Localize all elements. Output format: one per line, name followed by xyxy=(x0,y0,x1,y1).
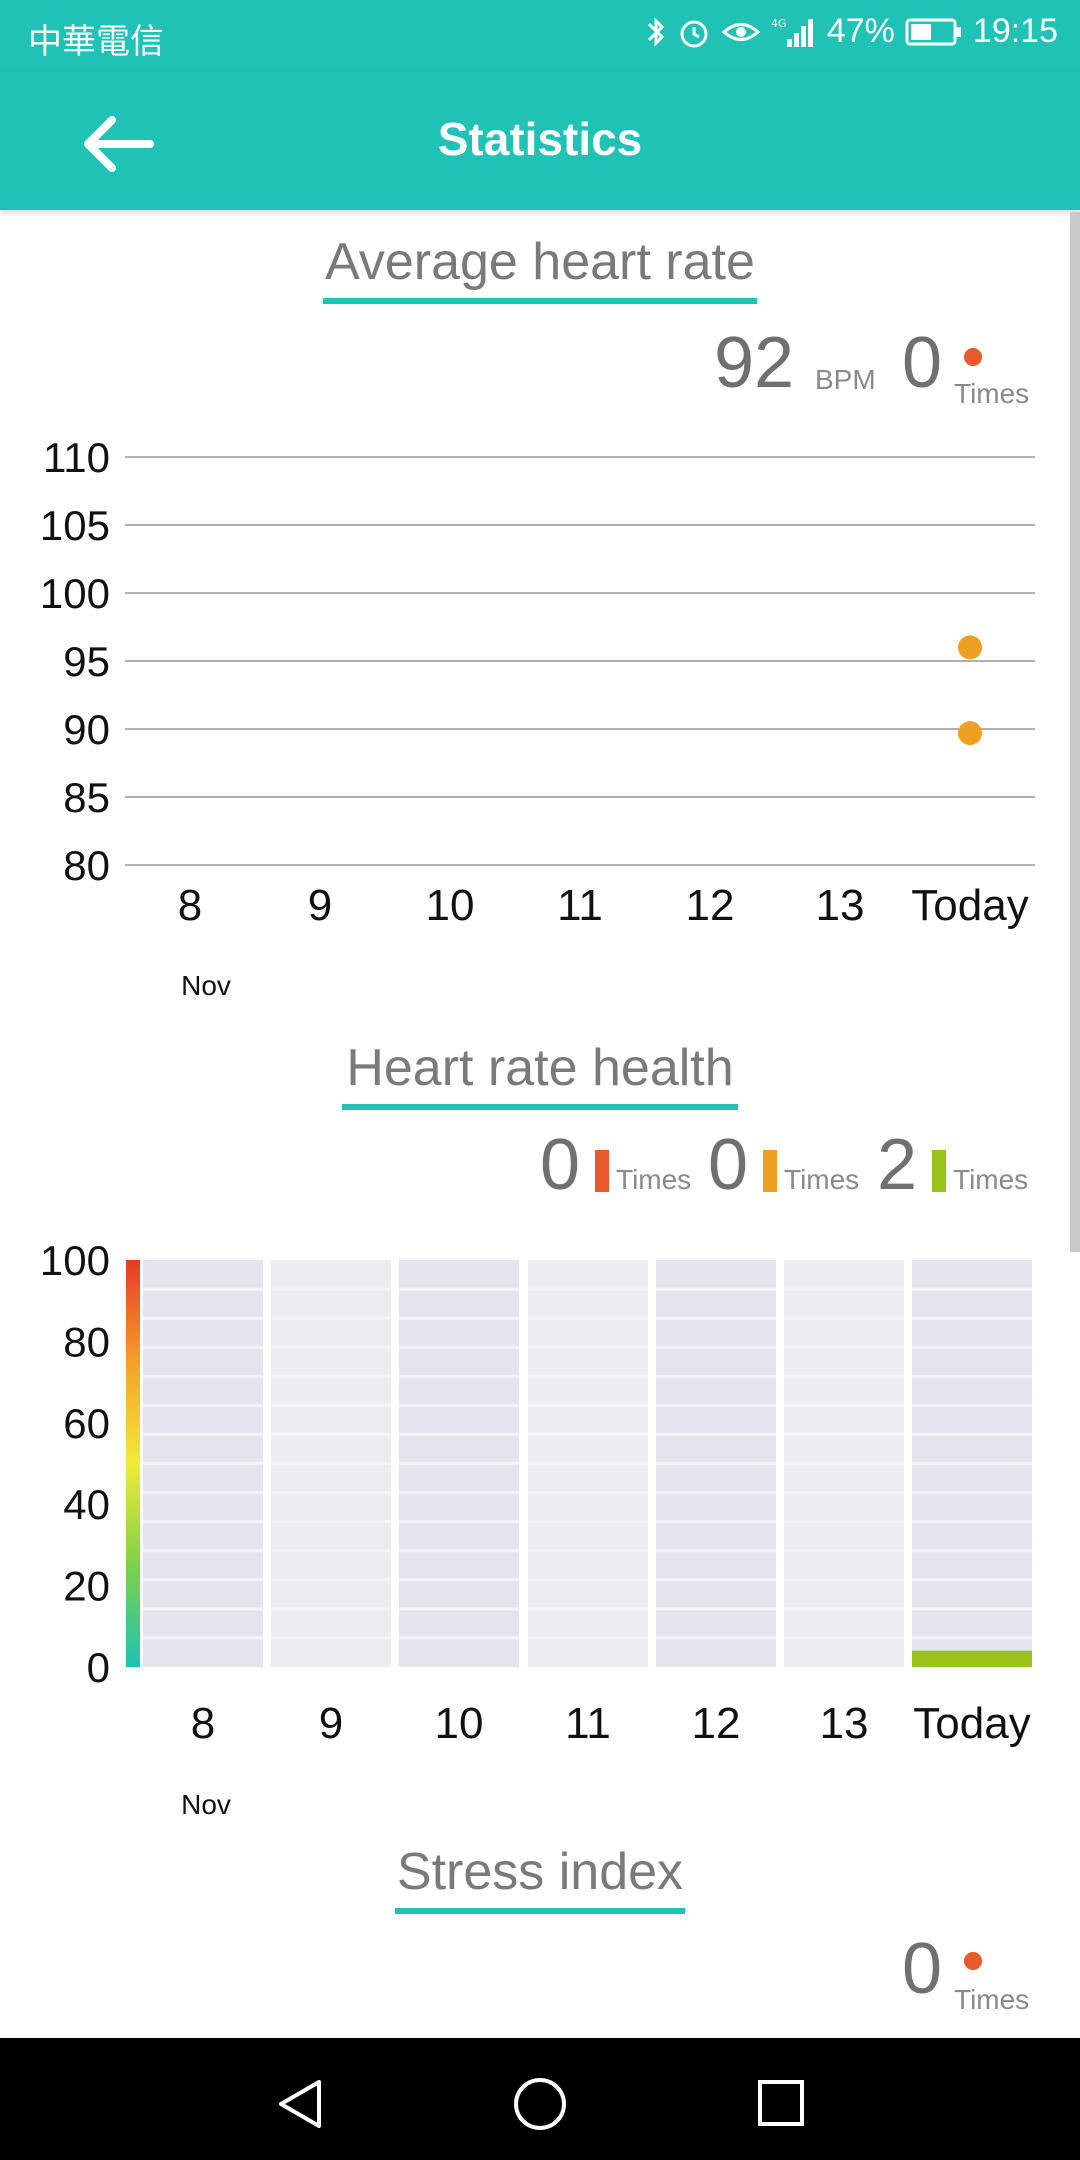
health-count-label: Times xyxy=(784,1164,860,1195)
average-bpm-value: 92 xyxy=(714,323,795,403)
y-tick-label: 90 xyxy=(63,706,110,753)
x-tick-label: 12 xyxy=(692,1699,741,1748)
section-title-average-heart-rate: Average heart rate xyxy=(0,232,1080,304)
section-title-stress-index: Stress index xyxy=(0,1842,1080,1914)
y-tick-label: 80 xyxy=(63,1318,110,1365)
alarm-icon xyxy=(677,15,711,49)
abnormal-times-value: 0 xyxy=(902,323,943,403)
y-tick-label: 95 xyxy=(63,638,110,685)
x-tick-label: 10 xyxy=(435,1699,484,1748)
bluetooth-icon xyxy=(645,15,667,49)
home-circle-icon[interactable] xyxy=(512,2076,568,2132)
x-tick-label: 13 xyxy=(820,1699,869,1748)
health-count-label: Times xyxy=(953,1164,1029,1195)
health-count-color-bar xyxy=(595,1150,609,1192)
y-tick-label: 100 xyxy=(40,570,110,617)
bar xyxy=(912,1650,1032,1667)
abnormal-dot xyxy=(964,348,982,366)
heart-rate-health-title: Heart rate health xyxy=(346,1039,734,1097)
color-scale-bar xyxy=(126,1260,140,1667)
carrier-name: 中華電信 xyxy=(28,22,164,62)
x-tick-label: 10 xyxy=(426,881,475,930)
battery-percent: 47% xyxy=(826,12,895,50)
x-tick-label: 9 xyxy=(319,1699,343,1748)
status-icons: 4G 47% 19:15 xyxy=(645,12,1058,51)
stress-index-title: Stress index xyxy=(396,1843,684,1901)
x-tick-label: Today xyxy=(913,1699,1030,1748)
health-count-color-bar xyxy=(932,1150,946,1192)
heart-rate-health-chart: 100 80 60 40 20 0 8 9 10 11 12 13 Today Nov xyxy=(40,1237,1032,1820)
x-tick-label: 8 xyxy=(191,1699,215,1748)
x-tick-label: Today xyxy=(911,881,1028,930)
app-bar: Statistics xyxy=(0,72,1080,210)
y-tick-label: 60 xyxy=(63,1400,110,1447)
health-count-color-bar xyxy=(763,1150,777,1192)
y-tick-label: 100 xyxy=(40,1237,110,1284)
svg-text:4G: 4G xyxy=(771,17,787,30)
signal-4g-icon: 4G xyxy=(771,15,817,49)
arrow-left-icon xyxy=(84,116,154,172)
status-bar: 中華電信 4G 47% 19:15 xyxy=(0,0,1080,72)
battery-icon xyxy=(905,17,963,47)
stress-times-value: 0 xyxy=(902,1929,943,2009)
y-tick-label: 105 xyxy=(40,502,110,549)
back-triangle-icon[interactable] xyxy=(275,2078,327,2130)
section-title-heart-rate-health: Heart rate health xyxy=(0,1038,1080,1110)
back-button[interactable] xyxy=(80,112,160,176)
average-heart-rate-chart: 110 105 100 95 90 85 80 8 9 10 11 12 13 Today Nov xyxy=(40,434,1035,1001)
page-title: Statistics xyxy=(437,113,643,165)
y-tick-label: 80 xyxy=(63,842,110,889)
y-tick-label: 40 xyxy=(63,1481,110,1528)
times-label: Times xyxy=(954,378,1030,409)
x-tick-label: 8 xyxy=(178,881,202,930)
x-tick-label: 13 xyxy=(816,881,865,930)
health-count-value: 2 xyxy=(877,1125,918,1205)
x-tick-label: 11 xyxy=(565,1699,611,1748)
title-underline xyxy=(323,298,757,304)
stress-dot xyxy=(964,1952,982,1970)
y-tick-label: 85 xyxy=(63,774,110,821)
eye-icon xyxy=(721,17,761,47)
x-tick-label: 12 xyxy=(686,881,735,930)
health-count-label: Times xyxy=(616,1164,692,1195)
x-month-label: Nov xyxy=(181,1789,231,1820)
x-tick-label: 11 xyxy=(557,881,603,930)
data-point xyxy=(958,635,982,660)
stress-times-label: Times xyxy=(954,1984,1030,2015)
title-underline xyxy=(395,1908,685,1914)
clock-time: 19:15 xyxy=(972,12,1058,50)
health-count-value: 0 xyxy=(540,1125,581,1205)
bpm-unit: BPM xyxy=(815,364,876,395)
health-count-value: 0 xyxy=(708,1125,749,1205)
x-tick-label: 9 xyxy=(308,881,332,930)
data-point xyxy=(958,721,982,746)
navigation-bar xyxy=(0,2038,1080,2160)
y-tick-label: 20 xyxy=(63,1563,110,1610)
x-month-label: Nov xyxy=(181,970,231,1001)
y-tick-label: 110 xyxy=(43,434,110,481)
average-heart-rate-title: Average heart rate xyxy=(325,233,755,291)
recents-square-icon[interactable] xyxy=(756,2078,806,2128)
y-tick-label: 0 xyxy=(87,1644,110,1691)
title-underline xyxy=(342,1104,738,1110)
scrollbar[interactable] xyxy=(1070,212,1080,1252)
